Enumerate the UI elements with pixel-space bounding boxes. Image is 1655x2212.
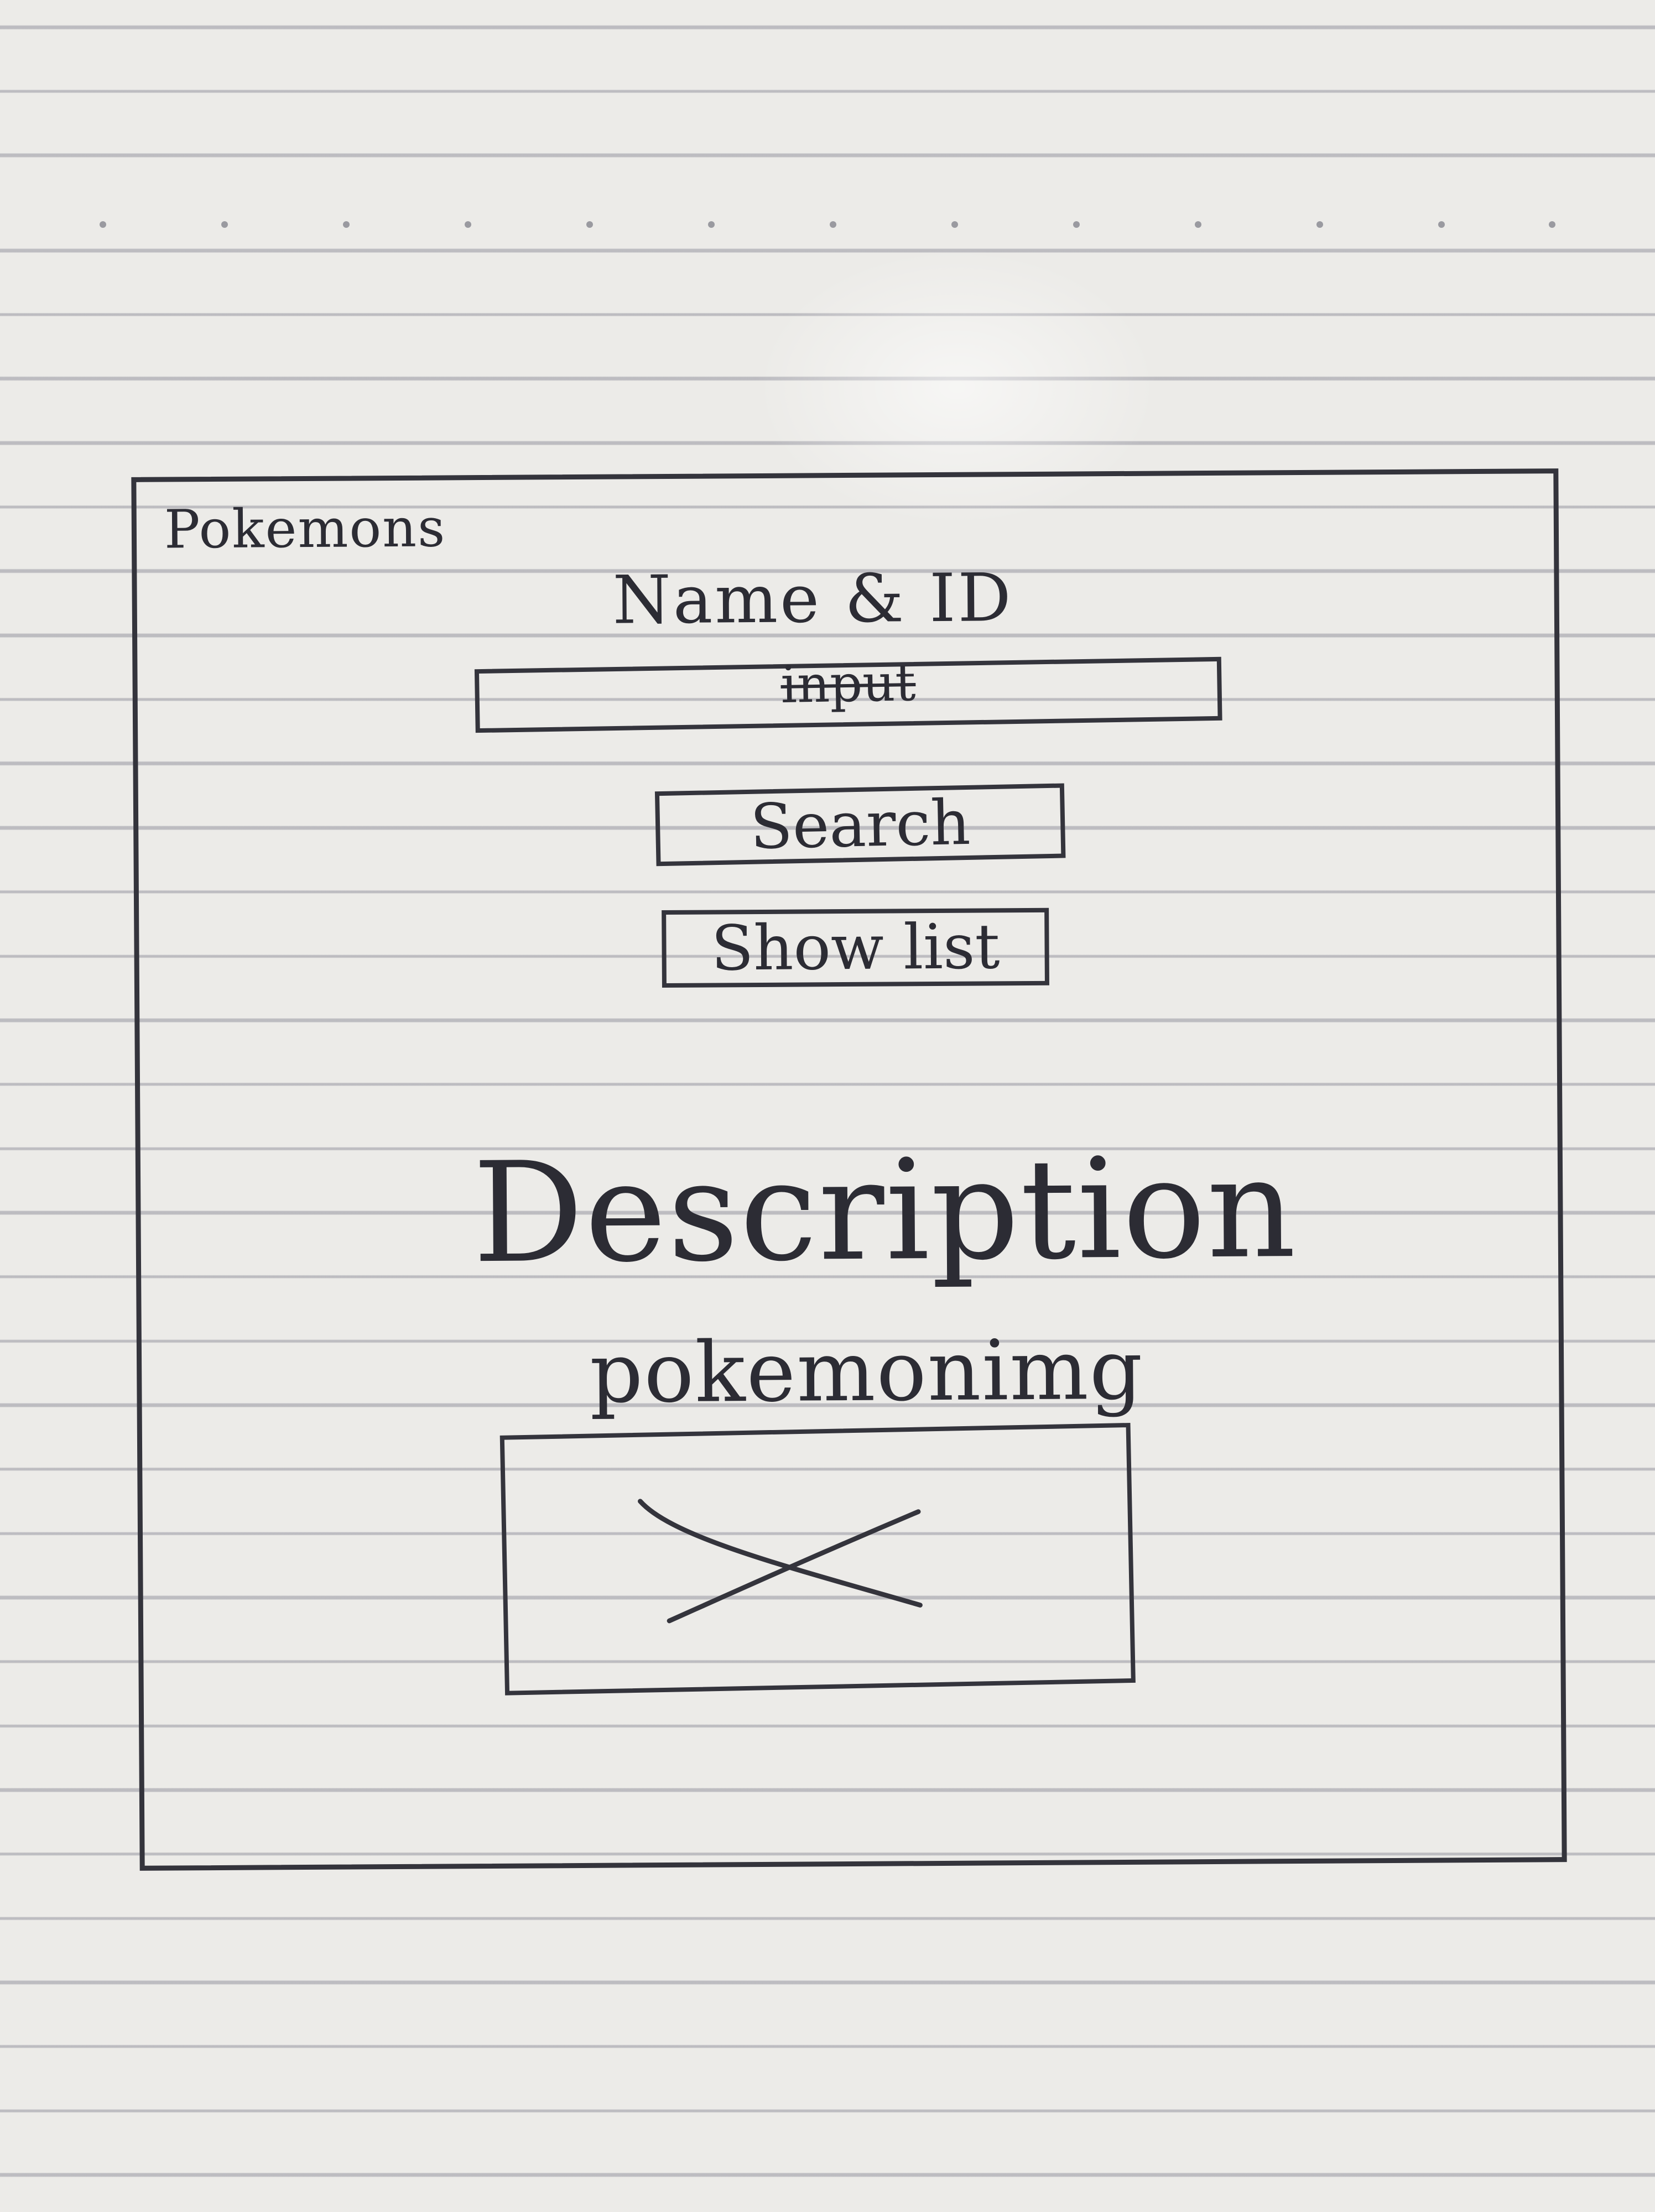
search-label: Name & ID [612,560,1014,639]
dot [1195,221,1201,228]
dot [586,221,593,228]
dot [951,221,958,228]
app-window: Pokemons Name & ID input Search Show lis… [131,468,1567,1871]
binder-dots [83,221,1576,238]
app-title: Pokemons [164,497,446,561]
pokemon-description: Description [472,1128,1298,1294]
search-button[interactable]: Search [654,783,1066,867]
dot [1438,221,1445,228]
show-list-button[interactable]: Show list [662,907,1049,988]
pokemon-image [499,1422,1136,1695]
dot [100,221,106,228]
dot [1316,221,1323,228]
dot [1549,221,1555,228]
dot [221,221,228,228]
pokemon-image-label: pokemonimg [589,1322,1144,1422]
dot [465,221,471,228]
x-cross-placeholder-icon [638,1499,923,1624]
search-input-text: input [780,653,917,715]
dot [343,221,350,228]
dot [1073,221,1080,228]
dot [830,221,836,228]
search-input[interactable]: input [474,653,1222,733]
dot [708,221,715,228]
